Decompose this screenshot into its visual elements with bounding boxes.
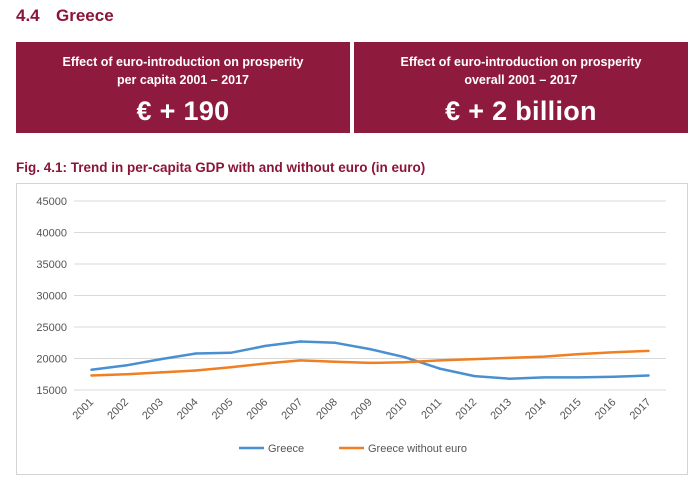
per-capita-effect-box: Effect of euro-introduction on prosperit… [16, 42, 350, 133]
x-tick-label-2010: 2010 [384, 396, 410, 422]
section-title: Greece [56, 6, 114, 25]
data-point-greece-without-euro-2012 [473, 357, 476, 361]
data-point-greece-2008 [333, 341, 337, 344]
data-point-greece-without-euro-2007 [299, 359, 302, 362]
per-capita-label-line1: Effect of euro-introduction on prosperit… [62, 55, 304, 69]
data-point-greece-without-euro-2009 [368, 361, 372, 365]
section-number: 4.4 [16, 6, 40, 25]
x-tick-label-2011: 2011 [419, 396, 444, 421]
data-point-greece-2011 [438, 367, 441, 370]
data-point-greece-without-euro-2008 [333, 360, 337, 363]
x-tick-label-2007: 2007 [279, 396, 305, 422]
x-tick-label-2013: 2013 [488, 396, 514, 422]
x-tick-label-2017: 2017 [628, 396, 654, 422]
series-line-greece [91, 340, 649, 380]
chart-frame: 15000 20000 25000 30000 35000 40000 45000 2001 2… [16, 183, 688, 475]
data-point-greece-without-euro-2014 [542, 355, 546, 358]
x-tick-label-2016: 2016 [593, 396, 619, 422]
data-point-greece-2016 [612, 375, 615, 378]
data-point-greece-without-euro-2005 [229, 366, 232, 369]
data-point-greece-without-euro-2010 [403, 361, 407, 364]
x-tick-label-2014: 2014 [523, 396, 549, 422]
x-tick-label-2002: 2002 [105, 396, 131, 422]
data-point-greece-without-euro-2011 [438, 359, 441, 362]
data-point-greece-without-euro-2017 [647, 349, 650, 353]
key-figures: Effect of euro-introduction on prosperit… [16, 42, 688, 133]
data-point-greece-without-euro-2004 [194, 369, 198, 372]
data-point-greece-without-euro-2006 [264, 362, 267, 365]
figure-title: Fig. 4.1: Trend in per-capita GDP with a… [16, 160, 426, 175]
x-tick-label-2001: 2001 [70, 396, 96, 422]
section-heading: 4.4 Greece [16, 6, 114, 26]
data-point-greece-2004 [194, 352, 198, 355]
data-point-greece-2017 [647, 374, 650, 377]
data-point-greece-without-euro-2015 [577, 352, 581, 356]
x-tick-label-2008: 2008 [314, 396, 340, 422]
data-point-greece-2005 [229, 351, 232, 355]
x-tick-label-2003: 2003 [140, 396, 166, 422]
data-point-greece-2009 [368, 347, 372, 351]
x-tick-label-2006: 2006 [245, 396, 271, 422]
y-tick-label-25000: 25000 [36, 322, 67, 334]
legend-label-greece: Greece [268, 443, 304, 455]
y-tick-label-40000: 40000 [36, 228, 67, 240]
overall-effect-value: € + 2 billion [445, 96, 597, 126]
data-point-greece-2006 [264, 344, 267, 348]
data-point-greece-2007 [299, 340, 302, 343]
y-tick-label-30000: 30000 [36, 291, 67, 303]
data-point-greece-2002 [125, 364, 128, 367]
overall-label-line2: overall 2001 – 2017 [464, 73, 578, 87]
data-point-greece-2013 [508, 377, 511, 380]
per-capita-effect-label: Effect of euro-introduction on prosperit… [33, 53, 333, 89]
data-point-greece-2010 [403, 356, 407, 359]
data-point-greece-2003 [159, 357, 163, 361]
data-point-greece-without-euro-2001 [90, 374, 93, 377]
data-point-greece-2012 [473, 374, 476, 378]
y-tick-label-20000: 20000 [36, 354, 67, 366]
y-tick-label-35000: 35000 [36, 259, 67, 271]
data-point-greece-2001 [90, 368, 93, 372]
overall-label-line1: Effect of euro-introduction on prosperit… [400, 55, 642, 69]
data-point-greece-2015 [577, 376, 581, 379]
overall-effect-box: Effect of euro-introduction on prosperit… [354, 42, 688, 133]
x-tick-label-2009: 2009 [349, 396, 375, 422]
per-capita-label-line2: per capita 2001 – 2017 [116, 73, 250, 87]
x-tick-label-2012: 2012 [454, 396, 480, 422]
x-tick-label-2005: 2005 [210, 396, 236, 422]
x-tick-label-2004: 2004 [175, 396, 201, 422]
per-capita-effect-value: € + 190 [136, 96, 230, 126]
x-tick-label-2015: 2015 [558, 396, 584, 422]
gdp-line-chart: 15000 20000 25000 30000 35000 40000 45000 2001 2… [36, 196, 666, 455]
data-point-greece-without-euro-2013 [508, 356, 511, 360]
y-tick-label-15000: 15000 [36, 385, 67, 397]
data-point-greece-2014 [542, 376, 546, 379]
y-tick-label-45000: 45000 [36, 196, 67, 208]
data-point-greece-without-euro-2016 [612, 351, 615, 354]
data-point-greece-without-euro-2003 [159, 371, 163, 374]
overall-effect-label: Effect of euro-introduction on prosperit… [371, 53, 671, 89]
legend-label-greece-without-euro: Greece without euro [368, 443, 467, 455]
data-point-greece-without-euro-2002 [125, 373, 128, 376]
